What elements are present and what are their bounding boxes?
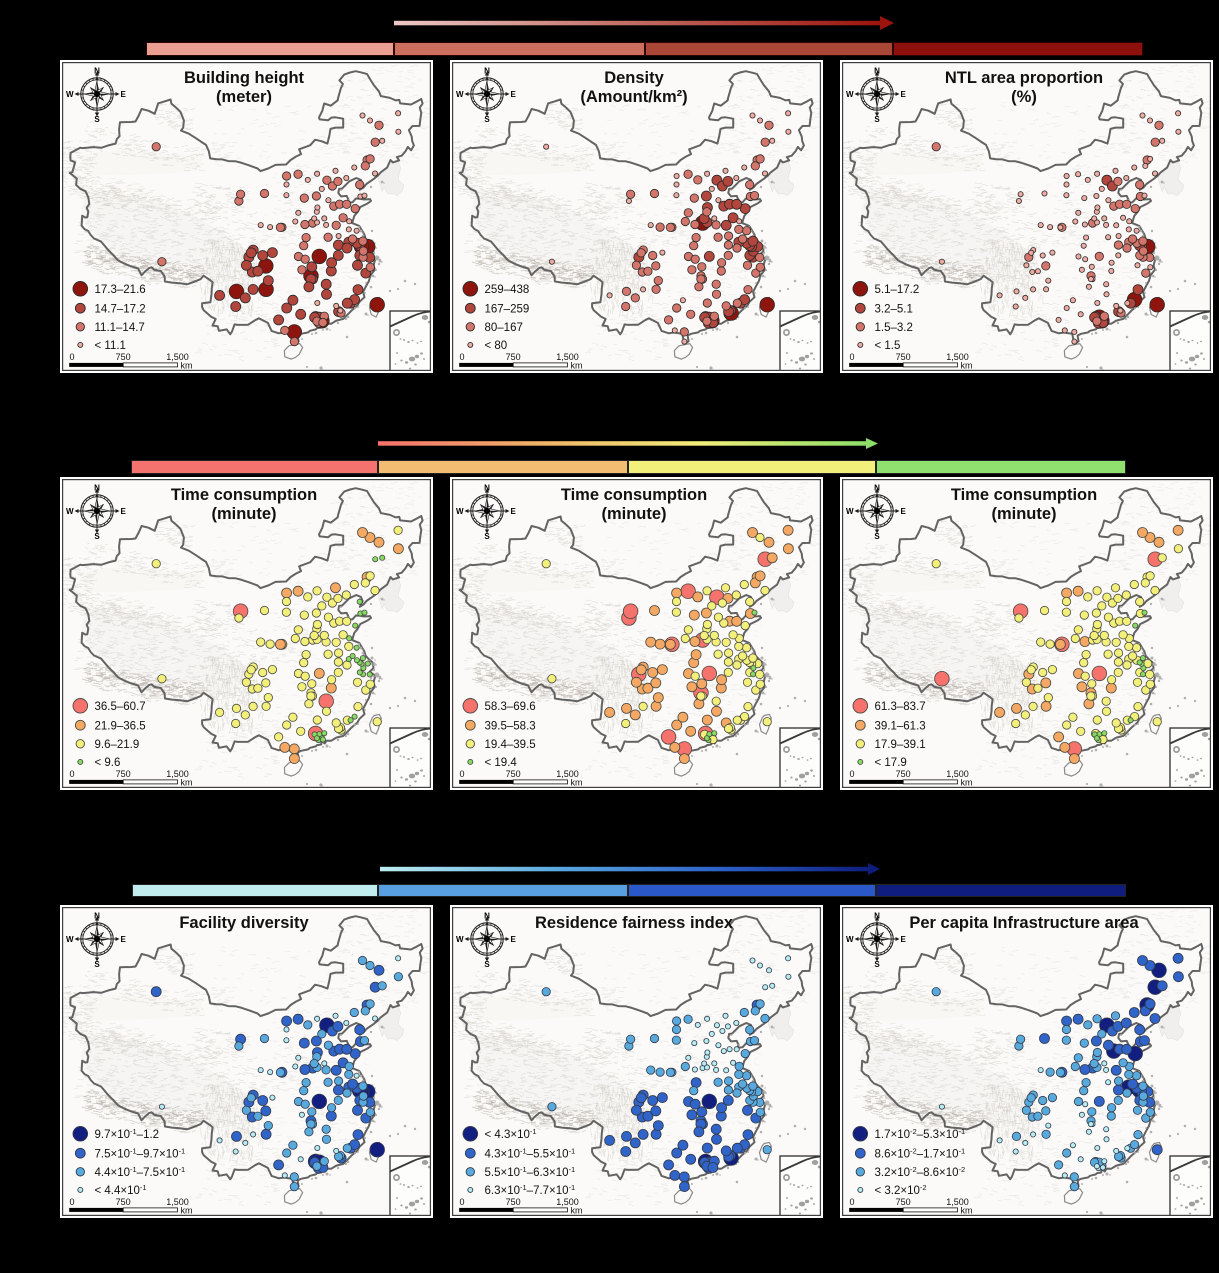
svg-text:(%): (%)	[1011, 88, 1037, 106]
svg-text:61.3–83.7: 61.3–83.7	[875, 701, 926, 713]
svg-text:1.7×10-2–5.3×10-1: 1.7×10-2–5.3×10-1	[875, 1127, 966, 1141]
svg-text:Per capita Infrastructure area: Per capita Infrastructure area	[909, 914, 1139, 932]
svg-text:3.2×10-2–8.6×10-2: 3.2×10-2–8.6×10-2	[875, 1165, 966, 1179]
svg-text:3.2–5.1: 3.2–5.1	[875, 303, 913, 315]
svg-text:36.5–60.7: 36.5–60.7	[95, 701, 146, 713]
svg-text:Facility diversity: Facility diversity	[179, 914, 309, 932]
svg-text:167–259: 167–259	[485, 303, 530, 315]
svg-text:Building height: Building height	[184, 69, 305, 87]
svg-text:(Amount/km²): (Amount/km²)	[580, 88, 687, 106]
svg-text:(minute): (minute)	[601, 505, 666, 523]
svg-text:5.1–17.2: 5.1–17.2	[875, 284, 920, 296]
svg-text:39.1–61.3: 39.1–61.3	[875, 720, 926, 732]
svg-text:< 3.2×10-2: < 3.2×10-2	[875, 1183, 927, 1197]
svg-text:1.5–3.2: 1.5–3.2	[875, 322, 913, 334]
svg-text:Time consumption: Time consumption	[561, 486, 707, 504]
svg-text:17.9–39.1: 17.9–39.1	[875, 739, 926, 751]
svg-text:39.5–58.3: 39.5–58.3	[485, 720, 536, 732]
svg-text:Density: Density	[604, 69, 664, 87]
svg-text:(meter): (meter)	[216, 88, 272, 106]
svg-text:< 80: < 80	[485, 340, 508, 352]
svg-text:9.6–21.9: 9.6–21.9	[95, 739, 140, 751]
svg-text:8.6×10-2–1.7×10-1: 8.6×10-2–1.7×10-1	[875, 1146, 966, 1160]
svg-text:< 17.9: < 17.9	[875, 757, 907, 769]
svg-text:17.3–21.6: 17.3–21.6	[95, 284, 146, 296]
svg-text:19.4–39.5: 19.4–39.5	[485, 739, 536, 751]
svg-text:< 4.4×10-1: < 4.4×10-1	[95, 1183, 147, 1197]
svg-text:9.7×10-1–1.2: 9.7×10-1–1.2	[95, 1127, 160, 1141]
svg-text:< 1.5: < 1.5	[875, 340, 901, 352]
svg-text:4.4×10-1–7.5×10-1: 4.4×10-1–7.5×10-1	[95, 1165, 186, 1179]
svg-text:(minute): (minute)	[211, 505, 276, 523]
svg-text:Time consumption: Time consumption	[171, 486, 317, 504]
svg-text:7.5×10-1–9.7×10-1: 7.5×10-1–9.7×10-1	[95, 1146, 186, 1160]
svg-text:58.3–69.6: 58.3–69.6	[485, 701, 536, 713]
svg-text:Residence fairness index: Residence fairness index	[535, 914, 734, 932]
svg-text:(minute): (minute)	[991, 505, 1056, 523]
svg-text:14.7–17.2: 14.7–17.2	[95, 303, 146, 315]
svg-text:NTL area proportion: NTL area proportion	[945, 69, 1103, 87]
svg-text:5.5×10-1–6.3×10-1: 5.5×10-1–6.3×10-1	[485, 1165, 576, 1179]
svg-text:< 11.1: < 11.1	[95, 340, 126, 352]
svg-text:80–167: 80–167	[485, 322, 523, 334]
svg-text:4.3×10-1–5.5×10-1: 4.3×10-1–5.5×10-1	[485, 1146, 576, 1160]
svg-text:11.1–14.7: 11.1–14.7	[95, 322, 145, 334]
svg-text:21.9–36.5: 21.9–36.5	[95, 720, 146, 732]
svg-text:< 9.6: < 9.6	[95, 757, 121, 769]
svg-text:6.3×10-1–7.7×10-1: 6.3×10-1–7.7×10-1	[485, 1183, 576, 1197]
svg-text:Time consumption: Time consumption	[951, 486, 1097, 504]
svg-text:< 4.3×10-1: < 4.3×10-1	[485, 1127, 537, 1141]
svg-text:< 19.4: < 19.4	[485, 757, 518, 769]
svg-text:259–438: 259–438	[485, 284, 530, 296]
